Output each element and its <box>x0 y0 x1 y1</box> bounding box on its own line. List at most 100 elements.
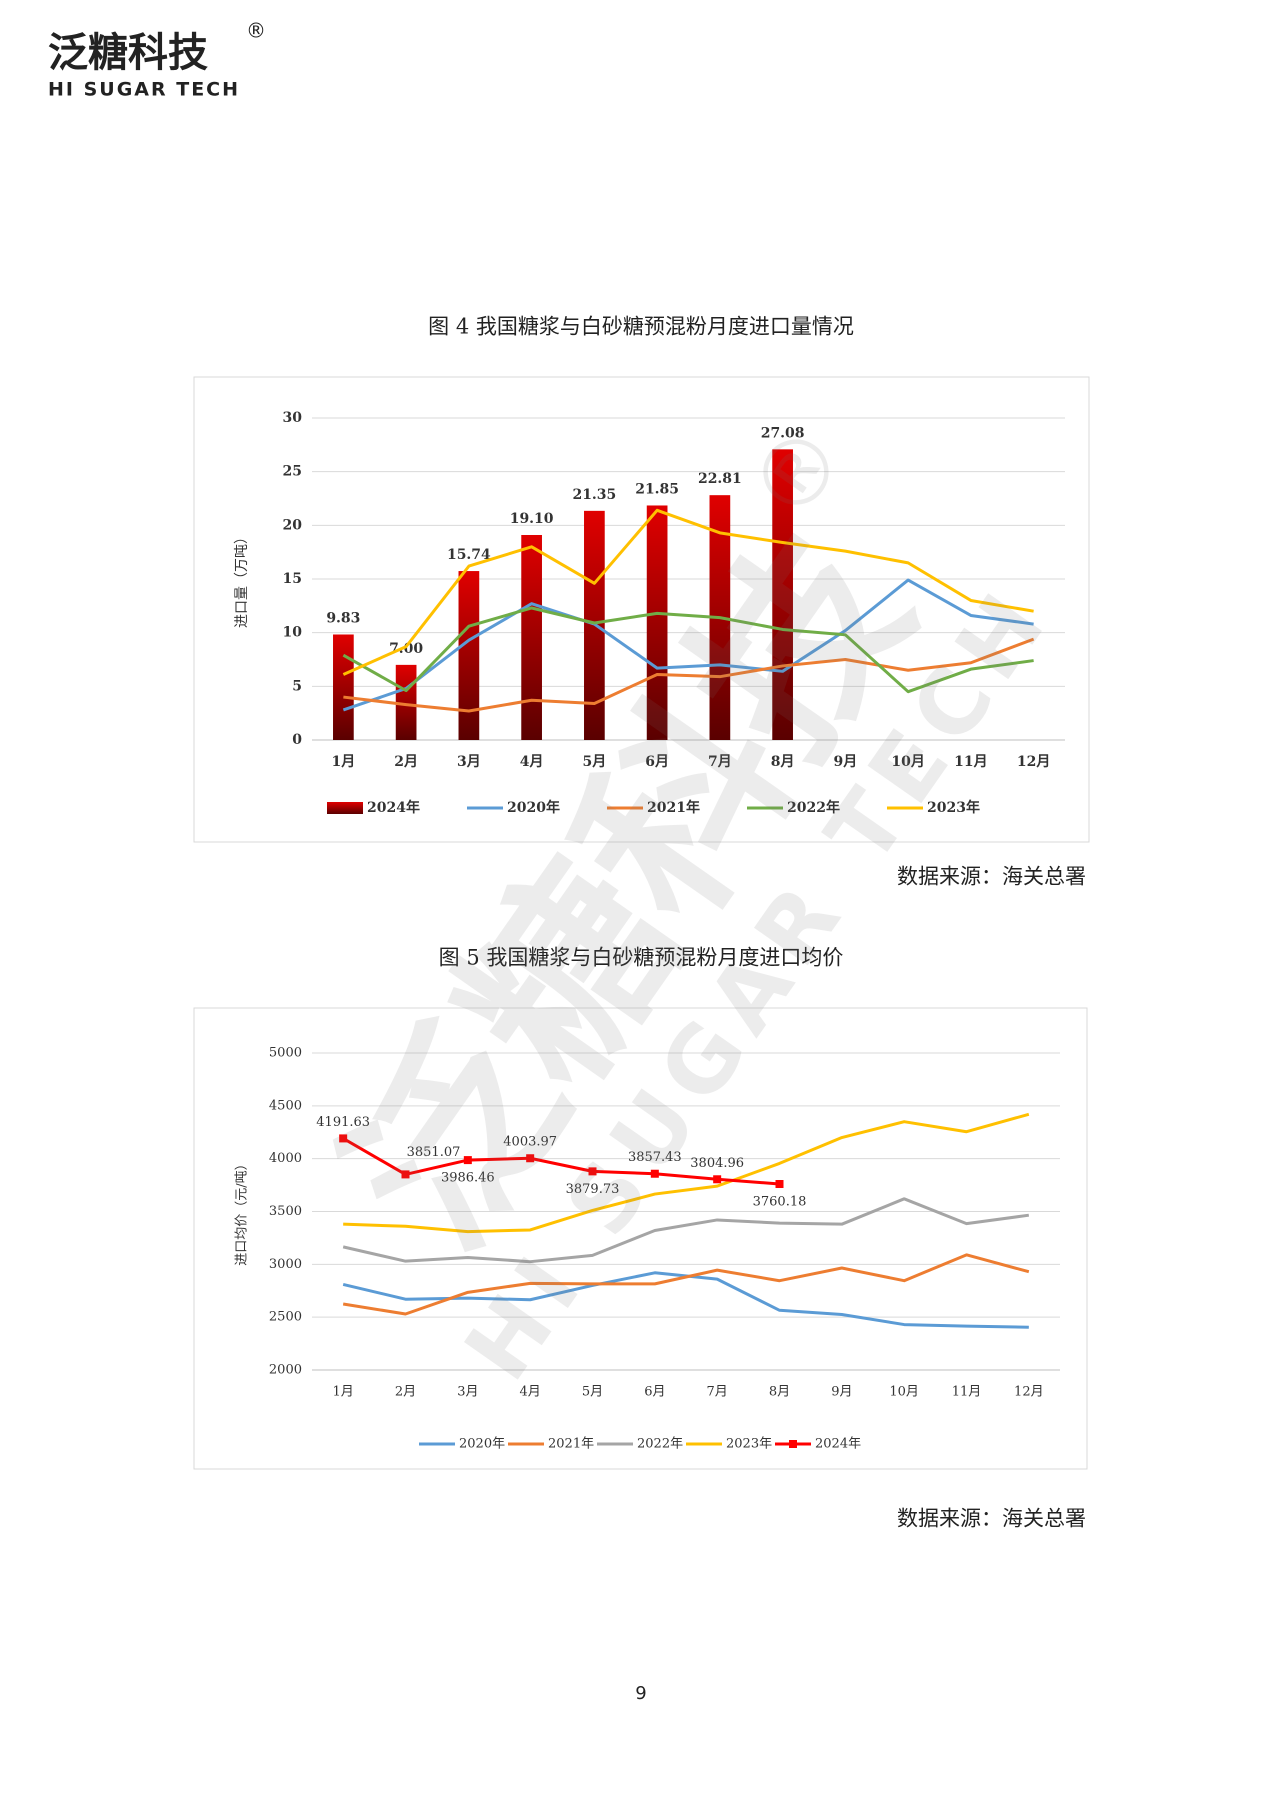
data-label: 4003.97 <box>503 1135 557 1150</box>
legend-label: 2020年 <box>459 1437 505 1452</box>
y-tick-label: 25 <box>283 464 302 480</box>
x-tick-label: 7月 <box>707 1385 728 1400</box>
y-tick-label: 15 <box>283 571 302 587</box>
legend-label: 2023年 <box>726 1437 772 1452</box>
legend-label: 2023年 <box>927 799 980 816</box>
x-tick-label: 8月 <box>771 754 795 770</box>
legend-marker <box>789 1440 797 1448</box>
line-series <box>342 1197 1030 1264</box>
marker <box>775 1180 784 1189</box>
x-tick-label: 7月 <box>708 754 732 770</box>
legend-label: 2024年 <box>367 799 420 816</box>
x-tick-label: 4月 <box>520 754 544 770</box>
y-axis-label: 进口均价（元/吨） <box>235 1157 250 1265</box>
y-tick-label: 0 <box>292 732 302 748</box>
x-tick-label: 11月 <box>952 1385 982 1400</box>
chart-title: 图 5 我国糖浆与白砂糖预混粉月度进口均价 <box>439 946 844 970</box>
bar <box>646 505 668 740</box>
marker <box>401 1170 410 1179</box>
brand: 泛糖科技 <box>48 30 208 76</box>
line-series <box>342 578 1034 712</box>
line-series <box>342 1253 1030 1316</box>
y-tick-label: 30 <box>283 410 303 426</box>
bar <box>333 634 354 740</box>
data-label: 9.83 <box>326 610 360 626</box>
x-tick-label: 2月 <box>395 1385 416 1400</box>
x-tick-label: 1月 <box>333 1385 354 1400</box>
y-tick-label: 5000 <box>269 1046 302 1061</box>
x-tick-label: 6月 <box>644 1385 665 1400</box>
line-series <box>342 1137 780 1186</box>
x-tick-label: 10月 <box>889 1385 919 1400</box>
x-tick-label: 8月 <box>769 1385 790 1400</box>
y-axis-label: 进口量（万吨） <box>234 530 250 628</box>
data-label: 3851.07 <box>407 1145 461 1160</box>
source-note: 数据来源：海关总署 <box>897 1507 1086 1531</box>
y-tick-label: 4000 <box>269 1151 302 1166</box>
bar <box>521 534 542 740</box>
data-label: 21.85 <box>635 481 679 497</box>
source-note: 数据来源：海关总署 <box>897 865 1086 889</box>
legend-label: 2022年 <box>637 1437 683 1452</box>
legend-label: 2022年 <box>787 799 840 816</box>
line-series <box>343 1112 1030 1234</box>
chart-frame <box>193 376 1090 843</box>
x-tick-label: 6月 <box>645 754 669 770</box>
line-series <box>342 508 1034 676</box>
data-label: 7.00 <box>389 641 423 657</box>
y-tick-label: 4500 <box>269 1098 302 1113</box>
x-tick-label: 4月 <box>520 1385 541 1400</box>
x-tick-label: 9月 <box>831 1385 852 1400</box>
data-label: 3879.73 <box>566 1182 620 1197</box>
legend-label: 2021年 <box>647 799 700 816</box>
legend-label: 2024年 <box>815 1437 861 1452</box>
brand-en: HI SUGAR TECH <box>48 79 240 101</box>
y-tick-label: 3500 <box>269 1204 302 1219</box>
data-label: 21.35 <box>572 487 616 503</box>
line-series <box>342 606 1034 694</box>
x-tick-label: 11月 <box>954 754 987 770</box>
line-series <box>343 637 1035 713</box>
marker <box>650 1169 659 1178</box>
x-tick-label: 12月 <box>1014 1385 1044 1400</box>
data-label: 3760.18 <box>753 1195 807 1210</box>
y-tick-label: 5 <box>292 678 302 694</box>
legend-swatch <box>327 802 363 814</box>
marker <box>526 1154 535 1163</box>
chart: 图 5 我国糖浆与白砂糖预混粉月度进口均价 2000 2500 3000 3500 400… <box>193 946 1088 1531</box>
x-tick-label: 9月 <box>834 754 858 770</box>
data-label: 3986.46 <box>441 1171 495 1186</box>
marker <box>339 1134 348 1143</box>
chart-title: 图 4 我国糖浆与白砂糖预混粉月度进口量情况 <box>428 315 854 339</box>
data-label: 3804.96 <box>690 1156 744 1171</box>
bar <box>458 571 480 740</box>
data-label: 15.74 <box>447 547 491 563</box>
data-label: 4191.63 <box>316 1115 370 1130</box>
marker <box>588 1167 597 1176</box>
registered: ® <box>246 19 266 43</box>
legend-label: 2020年 <box>507 799 560 816</box>
legend-label: 2021年 <box>548 1437 594 1452</box>
y-tick-label: 2000 <box>269 1363 302 1378</box>
data-label: 19.10 <box>510 511 554 527</box>
x-tick-label: 1月 <box>332 754 356 770</box>
y-tick-label: 3000 <box>269 1257 302 1272</box>
data-label: 27.08 <box>761 425 805 441</box>
y-tick-label: 20 <box>283 517 303 533</box>
data-label: 22.81 <box>698 471 742 487</box>
chart-frame <box>193 1007 1088 1470</box>
chart: 图 4 我国糖浆与白砂糖预混粉月度进口量情况 0 5 10 15 20 25 30 进口量（万吨… <box>193 315 1090 889</box>
marker <box>713 1175 722 1184</box>
x-tick-label: 2月 <box>394 754 418 770</box>
page-number: 9 <box>635 1683 646 1704</box>
y-tick-label: 2500 <box>269 1310 302 1325</box>
marker <box>463 1156 472 1165</box>
x-tick-label: 10月 <box>891 754 924 770</box>
x-tick-label: 12月 <box>1017 754 1050 770</box>
x-tick-label: 5月 <box>583 754 607 770</box>
logo: 泛糖科技 ® HI SUGAR TECH <box>48 19 266 101</box>
y-tick-label: 10 <box>283 625 303 641</box>
data-label: 3857.43 <box>628 1150 682 1165</box>
x-tick-label: 3月 <box>457 754 481 770</box>
